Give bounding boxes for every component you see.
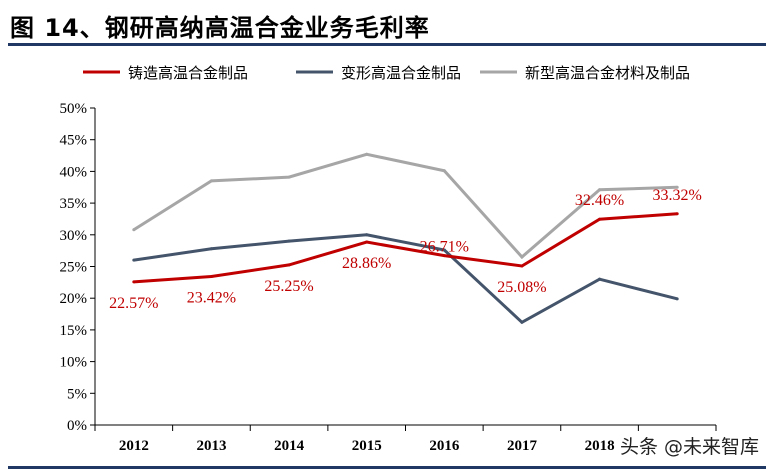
legend-label: 铸造高温合金制品: [128, 64, 248, 82]
data-point: [675, 212, 679, 216]
data-point: [520, 264, 524, 268]
x-tick-label: 2014: [274, 438, 305, 454]
data-label: 28.86%: [342, 255, 391, 272]
data-point: [675, 297, 679, 301]
data-point: [520, 255, 524, 259]
chart-title: 图 14、钢研高纳高温合金业务毛利率: [10, 14, 430, 42]
y-tick-label: 25%: [60, 260, 88, 276]
data-label: 22.57%: [109, 295, 158, 312]
y-tick-label: 0%: [67, 418, 87, 434]
data-point: [675, 185, 679, 189]
data-point: [442, 248, 446, 252]
data-point: [365, 233, 369, 237]
data-point: [598, 277, 602, 281]
bottom-rule: [8, 466, 766, 469]
data-point: [287, 263, 291, 267]
series-line-0: [133, 212, 678, 284]
y-tick-label: 20%: [60, 291, 88, 307]
y-tick-label: 15%: [60, 323, 88, 339]
watermark: 头条 @未来智库: [620, 436, 760, 458]
data-point: [442, 169, 446, 173]
x-tick-label: 2016: [429, 438, 460, 454]
x-tick-label: 2017: [507, 438, 538, 454]
data-point: [209, 275, 213, 279]
x-tick-label: 2013: [196, 438, 226, 454]
data-label: 25.08%: [497, 279, 546, 296]
y-tick-label: 5%: [67, 386, 87, 402]
data-point: [132, 280, 136, 284]
legend-label: 变形高温合金制品: [341, 64, 461, 82]
series-line-1: [133, 233, 678, 325]
x-tick-label: 2012: [119, 438, 149, 454]
data-point: [287, 239, 291, 243]
data-point: [598, 217, 602, 221]
y-tick-label: 30%: [60, 228, 88, 244]
x-tick-label: 2015: [352, 438, 382, 454]
y-tick-label: 40%: [60, 164, 88, 180]
y-tick-label: 50%: [60, 101, 88, 117]
data-point: [442, 254, 446, 258]
data-point: [287, 175, 291, 179]
data-point: [209, 247, 213, 251]
data-point: [209, 179, 213, 183]
data-point: [598, 188, 602, 192]
y-tick-label: 45%: [60, 133, 88, 149]
data-point: [132, 228, 136, 232]
data-label: 26.71%: [420, 239, 469, 256]
x-tick-label: 2018: [585, 438, 615, 454]
data-label: 23.42%: [187, 290, 236, 307]
data-point: [520, 320, 524, 324]
data-label: 32.46%: [575, 192, 624, 209]
data-label: 33.32%: [653, 187, 702, 204]
data-point: [365, 240, 369, 244]
y-tick-label: 10%: [60, 355, 88, 371]
series-line-2: [133, 152, 678, 260]
title-rule: [8, 43, 766, 46]
data-label: 25.25%: [264, 278, 313, 295]
data-point: [365, 152, 369, 156]
y-tick-label: 35%: [60, 196, 88, 212]
legend-label: 新型高温合金材料及制品: [525, 64, 690, 82]
data-point: [132, 258, 136, 262]
